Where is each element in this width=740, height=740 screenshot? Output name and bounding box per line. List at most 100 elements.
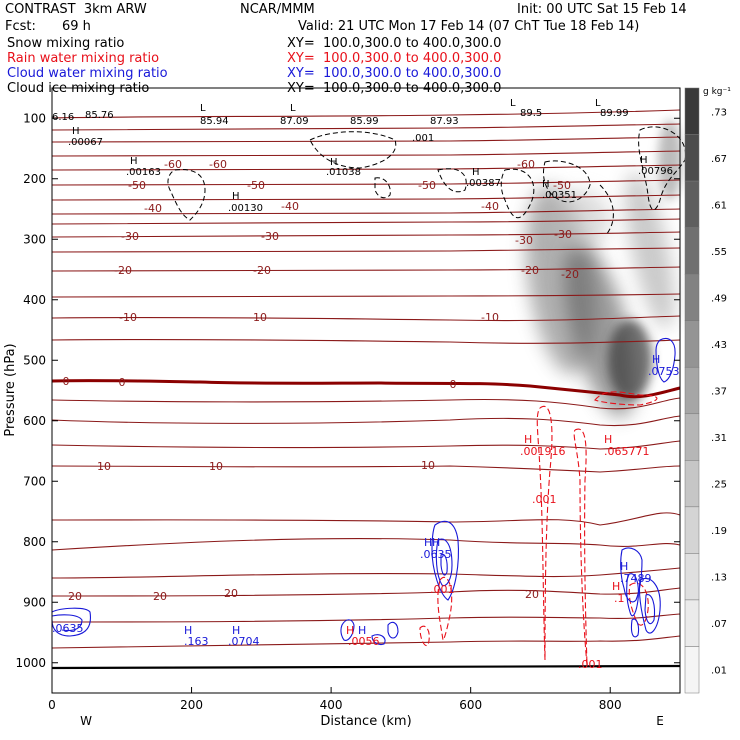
colorbar-swatch [684, 273, 700, 321]
temp-label: -50 [247, 179, 265, 192]
cloud-extrema-label: .0635 [420, 548, 452, 561]
colorbar-swatch [684, 646, 700, 694]
colorbar-swatch [684, 180, 700, 228]
extrema-label: .00130 [228, 203, 263, 214]
extrema-label: H [472, 167, 480, 178]
colorbar-label: .19 [711, 526, 727, 537]
ice-extrema-labels: 6.16 85.76 85.94 87.09 85.99 87.93 89.5 … [52, 98, 673, 214]
extrema-label: .00796 [638, 166, 673, 177]
y-tick-label: 200 [23, 172, 46, 186]
rain-extrema-label: H [524, 433, 532, 446]
temp-label: 10 [209, 460, 223, 473]
colorbar-swatch [684, 366, 700, 415]
cloud-extrema-label: H [424, 536, 432, 549]
extrema-label: L [290, 103, 296, 114]
x-axis-ticks: 0 200 400 600 800 [48, 687, 622, 712]
colorbar-swatch [684, 227, 700, 275]
cloud-extrema-label: H [620, 560, 628, 573]
y-tick-label: 800 [23, 535, 46, 549]
extrema-label: 87.93 [430, 116, 459, 127]
cloud-extrema-label: .7489 [620, 572, 652, 585]
colorbar: .73 .67 .61 .55 .49 .43 .37 .31 .25 .19 .13 .07 .01 [684, 87, 727, 694]
y-tick-label: 100 [23, 111, 46, 125]
temp-label: -50 [418, 179, 436, 192]
cloud-extrema-label: .163 [184, 635, 209, 648]
y-tick-label: 400 [23, 293, 46, 307]
temperature-labels: -60 -60 -60 -50 -50 -50 -50 -40 -40 -40 … [63, 158, 579, 603]
legend-cloud-ice: Cloud ice mixing ratio [7, 81, 150, 96]
temp-label: -30 [121, 230, 139, 243]
cloud-extrema-label: H [432, 536, 440, 549]
temp-label: 20 [153, 590, 167, 603]
extrema-label: 85.76 [85, 110, 114, 121]
rain-extrema-label: .001 [532, 493, 557, 506]
colorbar-swatch [684, 87, 700, 135]
extrema-label: L [595, 98, 601, 109]
temp-label: 0 [450, 378, 457, 391]
y-tick-label: 700 [23, 474, 46, 488]
temperature-contours [51, 109, 681, 649]
extrema-label: H [330, 157, 338, 168]
extrema-label: L [200, 103, 206, 114]
temp-label: 20 [224, 587, 238, 600]
colorbar-label: .25 [711, 480, 727, 491]
x-tick-label: 800 [599, 698, 622, 712]
legend-cloud-water: Cloud water mixing ratio [7, 66, 168, 81]
rain-extrema-label: H [612, 580, 620, 593]
legend-rain: Rain water mixing ratio [7, 51, 160, 66]
model-title: CONTRAST 3km ARW [5, 2, 147, 17]
extrema-label: .00387 [466, 178, 501, 189]
temp-label: 20 [68, 590, 82, 603]
extrema-label: .00067 [68, 137, 103, 148]
x-tick-label: 0 [48, 698, 56, 712]
temp-label: -40 [481, 200, 499, 213]
x-end-label-west: W [80, 714, 92, 728]
colorbar-unit: g kg⁻¹ [703, 87, 731, 97]
cloud-extrema-label: H [232, 624, 240, 637]
temp-label: -50 [553, 179, 571, 192]
colorbar-label: .13 [711, 573, 727, 584]
valid-time: Valid: 21 UTC Mon 17 Feb 14 (07 ChT Tue … [298, 19, 640, 34]
extrema-label: L [510, 98, 516, 109]
y-tick-label: 900 [23, 595, 46, 609]
temp-label: 0 [63, 375, 70, 388]
colorbar-swatch [684, 413, 700, 461]
cloud-extrema-label: .0704 [228, 635, 260, 648]
temp-label: -60 [209, 158, 227, 171]
extrema-label: 85.94 [200, 116, 229, 127]
cloud-extrema-label: H [184, 624, 192, 637]
forecast-hours: 69 h [62, 19, 91, 34]
rain-extrema-label: .065771 [604, 445, 650, 458]
y-tick-label: 600 [23, 414, 46, 428]
temp-label: 20 [525, 588, 539, 601]
temp-label: -60 [164, 158, 182, 171]
x-end-label-east: E [656, 714, 664, 728]
colorbar-label: .01 [711, 666, 727, 677]
colorbar-label: .49 [711, 293, 727, 304]
extrema-label: .01038 [326, 167, 361, 178]
temp-label: -10 [119, 311, 137, 324]
temp-label: 10 [421, 459, 435, 472]
y-tick-label: 1000 [15, 656, 46, 670]
colorbar-swatch [684, 134, 700, 182]
legend-snow-xy: XY= 100.0,300.0 to 400.0,300.0 [287, 36, 502, 51]
cloud-ice-contours [167, 126, 686, 236]
temp-label: -30 [515, 234, 533, 247]
temp-label: -20 [114, 264, 132, 277]
rain-extrema-label: .1 [614, 592, 625, 605]
rain-extrema-labels: H .001916 H .065771 .001 .001 .001 H .00… [346, 433, 650, 671]
temp-label: -50 [128, 179, 146, 192]
legend-snow: Snow mixing ratio [7, 36, 125, 51]
cloud-extrema-label: .0753 [648, 365, 680, 378]
extrema-label: H [542, 179, 550, 190]
y-tick-label: 300 [23, 232, 46, 246]
extrema-label: H [232, 191, 240, 202]
temp-label: -60 [517, 158, 535, 171]
temp-label: -40 [144, 202, 162, 215]
colorbar-label: .55 [711, 247, 727, 258]
extrema-label: H [130, 156, 138, 167]
extrema-label: H [640, 155, 648, 166]
cloud-water-extrema-labels: H .0753 .0635 H .163 H .0704 H H H .0635… [52, 353, 680, 648]
